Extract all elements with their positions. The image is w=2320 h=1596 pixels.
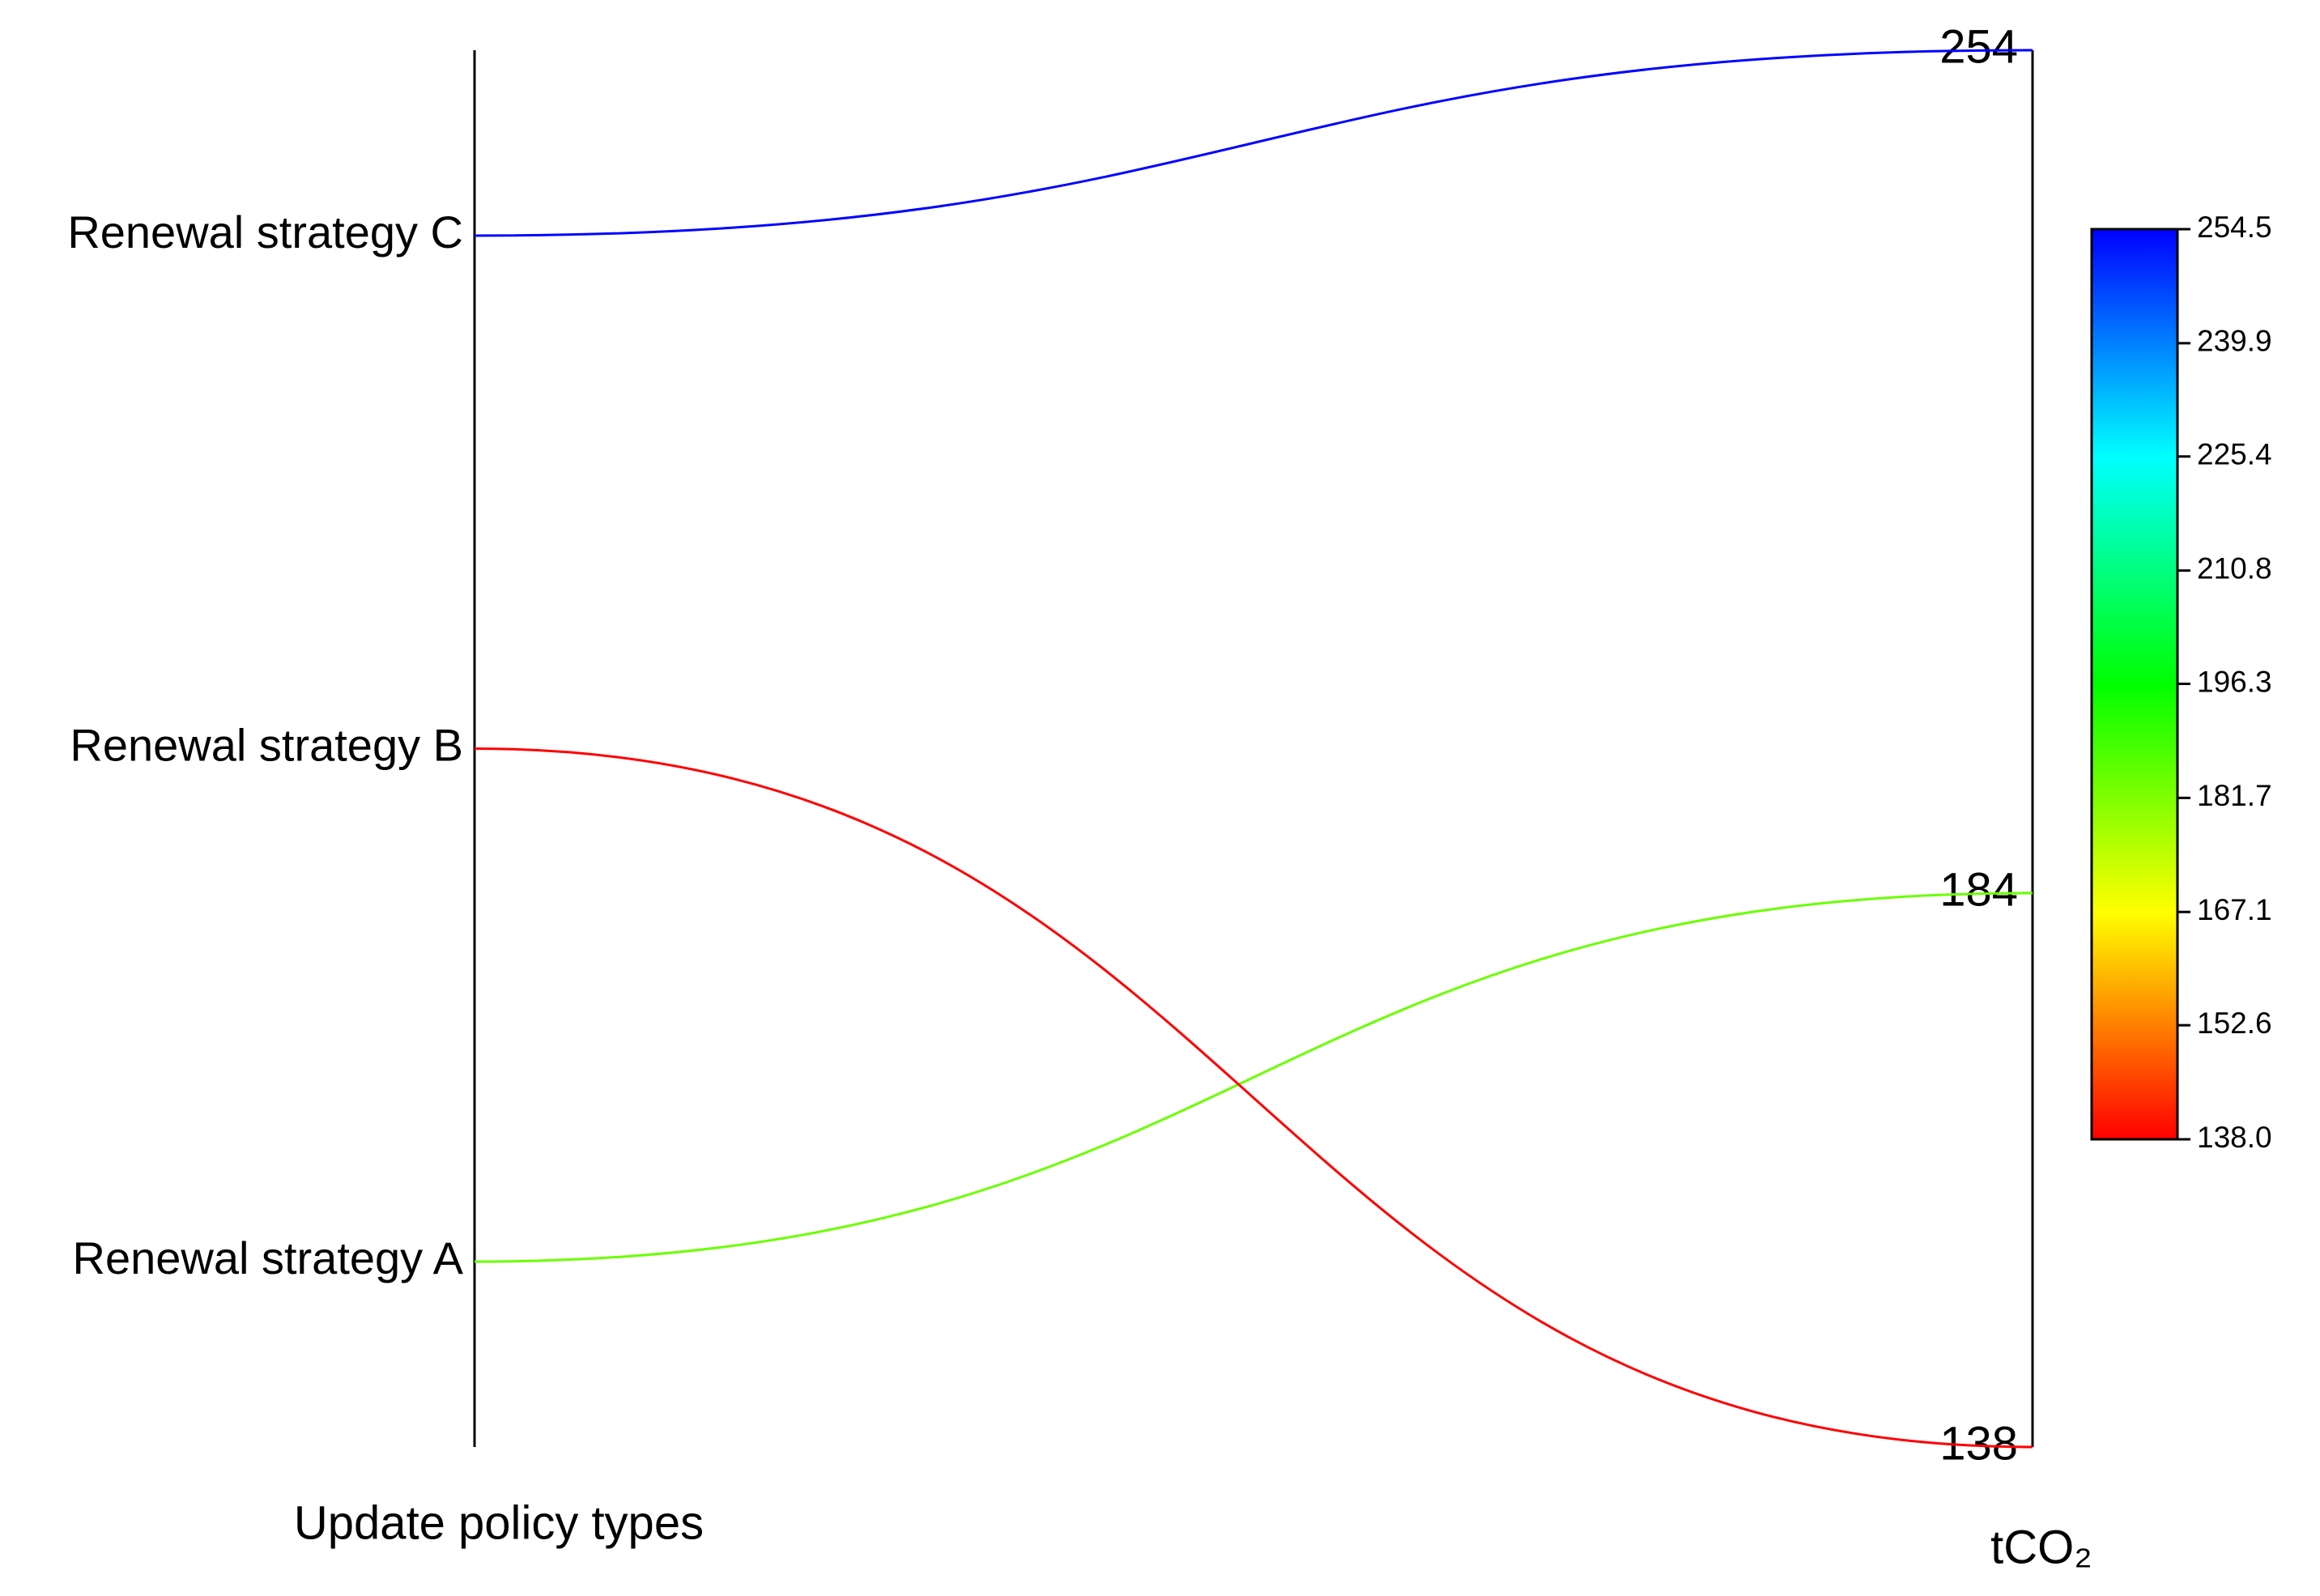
- colorbar-tick-label: 225.4: [2197, 438, 2272, 471]
- colorbar-tick-label: 181.7: [2197, 779, 2272, 812]
- colorbar-tick-label: 138.0: [2197, 1121, 2272, 1154]
- right-axis-label: tCO₂: [1990, 1521, 2092, 1573]
- category-label: Renewal strategy C: [67, 206, 463, 257]
- colorbar-tick-label: 210.8: [2197, 551, 2272, 585]
- x-axis-label: Update policy types: [294, 1496, 704, 1549]
- category-label: Renewal strategy B: [70, 719, 463, 770]
- colorbar-tick-label: 239.9: [2197, 325, 2272, 358]
- colorbar-tick-label: 254.5: [2197, 211, 2272, 244]
- colorbar-tick-label: 167.1: [2197, 893, 2272, 926]
- data-line: [474, 747, 2033, 1449]
- colorbar-tick-label: 152.6: [2197, 1007, 2272, 1040]
- category-label: Renewal strategy A: [73, 1232, 464, 1283]
- y-tick-label: 254: [1939, 20, 2018, 73]
- data-line: [474, 892, 2033, 1263]
- colorbar-tick-label: 196.3: [2197, 665, 2272, 698]
- colorbar: [2090, 228, 2179, 1141]
- y-tick-label: 184: [1939, 863, 2018, 916]
- data-line: [474, 49, 2033, 237]
